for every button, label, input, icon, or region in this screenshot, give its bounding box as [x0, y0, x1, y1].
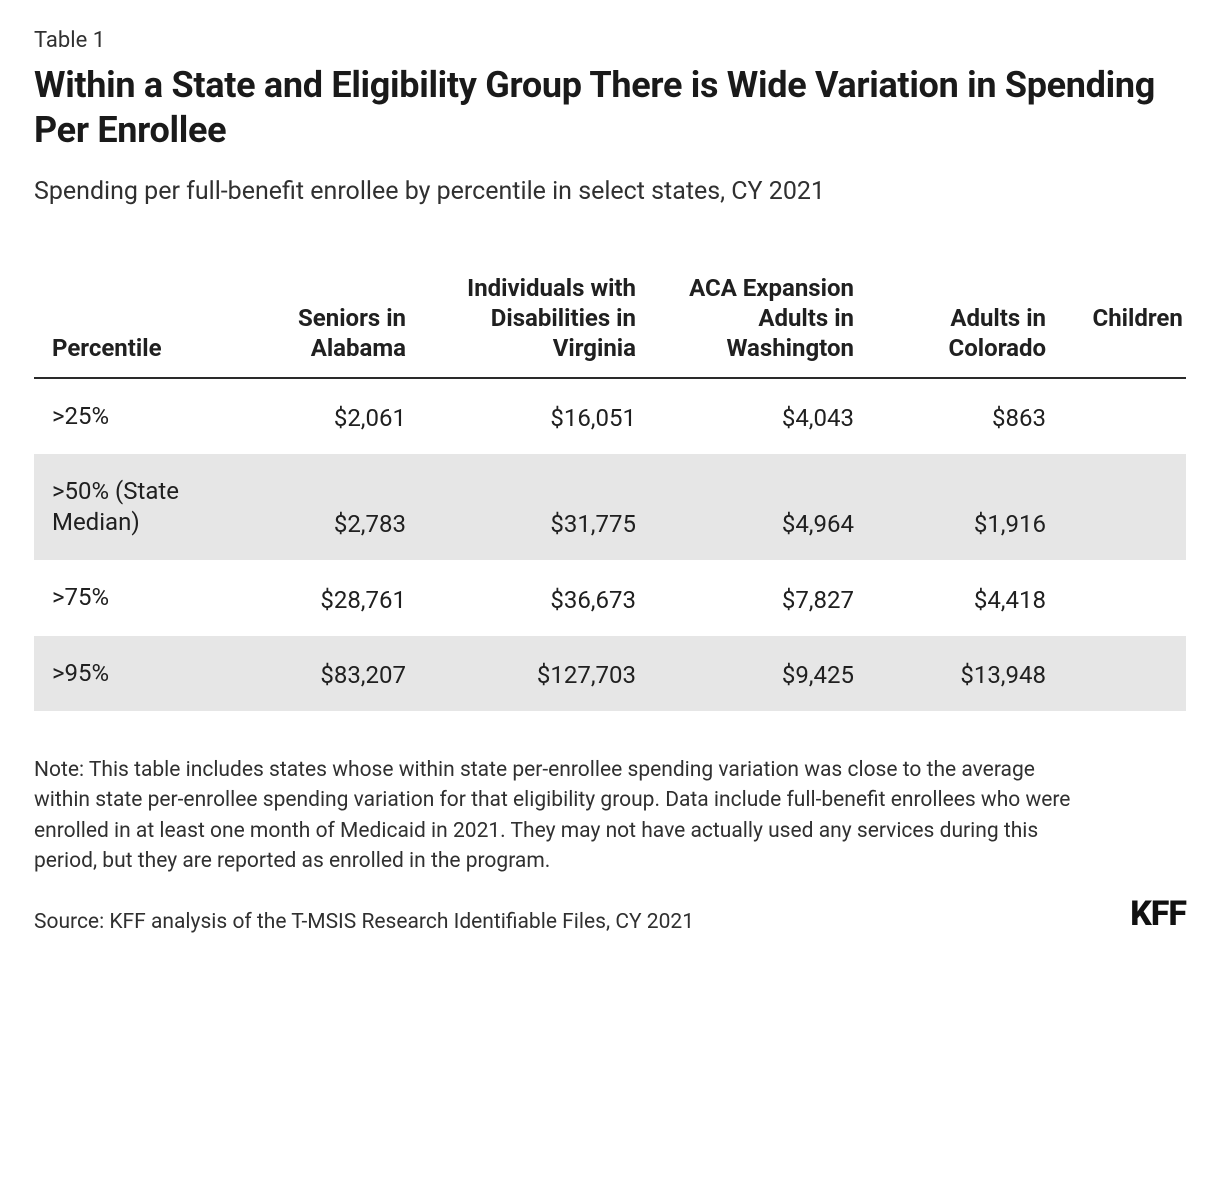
cell-value: $4,418 — [872, 560, 1064, 635]
cell-value: $2, — [1064, 560, 1186, 635]
table-row: >95% $83,207 $127,703 $9,425 $13,948 $7, — [34, 636, 1186, 711]
col-header-aca-washington: ACA Expansion Adults in Washington — [654, 253, 872, 378]
cell-value: $1,916 — [872, 454, 1064, 560]
page-subtitle: Spending per full-benefit enrollee by pe… — [34, 175, 1186, 209]
table-row: >50% (State Median) $2,783 $31,775 $4,96… — [34, 454, 1186, 560]
cell-value: $2,061 — [234, 378, 424, 454]
cell-value: $36,673 — [424, 560, 654, 635]
cell-value: $31,775 — [424, 454, 654, 560]
cell-value: $863 — [872, 378, 1064, 454]
table-row: >25% $2,061 $16,051 $4,043 $863 $1, — [34, 378, 1186, 454]
cell-value: $2,783 — [234, 454, 424, 560]
table-header-row: Percentile Seniors in Alabama Individual… — [34, 253, 1186, 378]
source-text: Source: KFF analysis of the T-MSIS Resea… — [34, 910, 694, 934]
row-label: >25% — [34, 378, 234, 454]
kff-logo: KFF — [1130, 894, 1186, 934]
cell-value: $28,761 — [234, 560, 424, 635]
cell-value: $83,207 — [234, 636, 424, 711]
cell-value: $7, — [1064, 636, 1186, 711]
cell-value: $4,964 — [654, 454, 872, 560]
cell-value: $7,827 — [654, 560, 872, 635]
footnote: Note: This table includes states whose w… — [34, 755, 1094, 877]
cell-value: $13,948 — [872, 636, 1064, 711]
data-table-wrap: Percentile Seniors in Alabama Individual… — [34, 253, 1186, 711]
col-header-children-nc: Children in North Carolina — [1064, 253, 1186, 378]
col-header-adults-colorado: Adults in Colorado — [872, 253, 1064, 378]
cell-value: $1, — [1064, 454, 1186, 560]
table-label: Table 1 — [34, 28, 1186, 53]
table-row: >75% $28,761 $36,673 $7,827 $4,418 $2, — [34, 560, 1186, 635]
page-title: Within a State and Eligibility Group The… — [34, 63, 1186, 153]
cell-value: $16,051 — [424, 378, 654, 454]
cell-value: $127,703 — [424, 636, 654, 711]
cell-value: $1, — [1064, 378, 1186, 454]
cell-value: $9,425 — [654, 636, 872, 711]
row-label: >75% — [34, 560, 234, 635]
col-header-percentile: Percentile — [34, 253, 234, 378]
col-header-disabilities-virginia: Individuals with Disabilities in Virgini… — [424, 253, 654, 378]
row-label: >50% (State Median) — [34, 454, 234, 560]
row-label: >95% — [34, 636, 234, 711]
cell-value: $4,043 — [654, 378, 872, 454]
data-table: Percentile Seniors in Alabama Individual… — [34, 253, 1186, 711]
col-header-seniors-alabama: Seniors in Alabama — [234, 253, 424, 378]
source-row: Source: KFF analysis of the T-MSIS Resea… — [34, 894, 1186, 934]
